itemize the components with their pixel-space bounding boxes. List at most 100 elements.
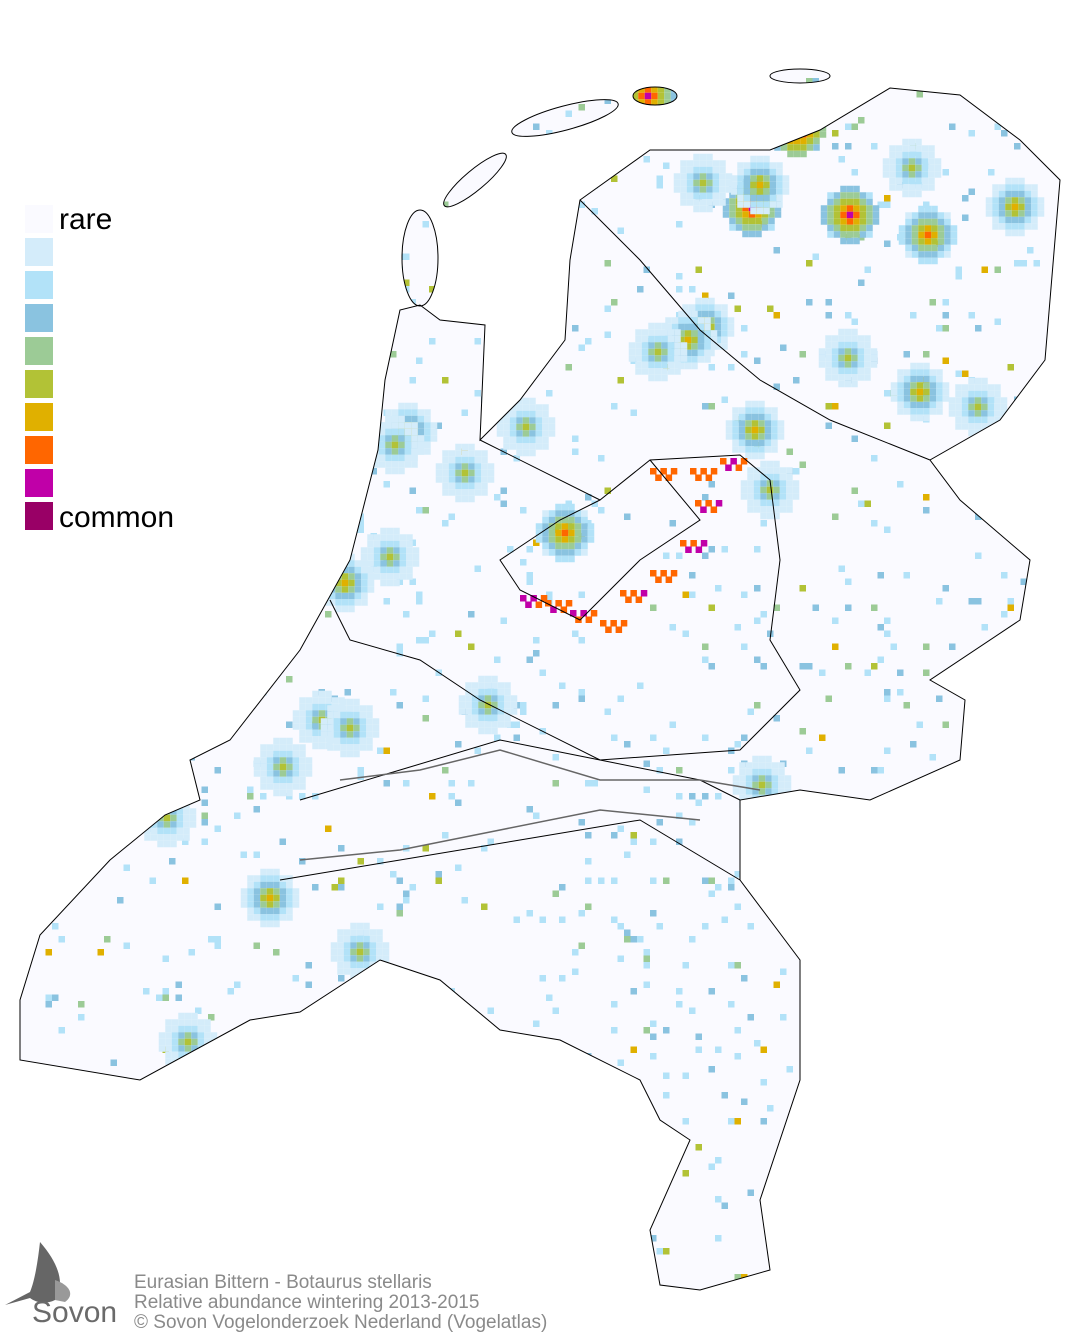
abundance-cell	[548, 430, 556, 437]
abundance-cell	[774, 211, 782, 218]
abundance-cell	[169, 858, 176, 865]
abundance-cell	[625, 73, 632, 80]
abundance-cell	[424, 441, 431, 449]
abundance-cell	[897, 375, 904, 383]
abundance-cell	[240, 643, 247, 650]
abundance-cell	[806, 0, 813, 7]
abundance-cell	[650, 468, 657, 475]
abundance-cell	[680, 342, 688, 349]
abundance-cell	[635, 368, 642, 375]
abundance-cell	[292, 598, 299, 605]
abundance-cell	[468, 443, 475, 451]
abundance-cell	[292, 559, 299, 566]
abundance-cell	[322, 573, 329, 580]
abundance-cell	[202, 33, 209, 40]
abundance-cell	[889, 171, 896, 178]
abundance-cell	[385, 454, 392, 462]
abundance-cell	[71, 1202, 78, 1209]
abundance-cell	[214, 936, 221, 943]
abundance-cell	[234, 526, 241, 533]
abundance-cell	[936, 395, 943, 402]
abundance-cell	[936, 695, 943, 702]
abundance-cell	[178, 1012, 185, 1020]
abundance-cell	[448, 1215, 455, 1222]
abundance-cell	[786, 493, 793, 500]
abundance-cell	[625, 596, 632, 603]
abundance-cell	[357, 227, 364, 234]
abundance-cell	[1020, 260, 1027, 267]
abundance-cell	[739, 794, 746, 802]
abundance-cell	[165, 1032, 172, 1039]
abundance-cell	[994, 403, 1001, 411]
abundance-cell	[910, 369, 917, 376]
abundance-cell	[760, 663, 767, 670]
abundance-cell	[1018, 216, 1025, 224]
abundance-cell	[968, 416, 975, 424]
abundance-cell	[889, 145, 896, 152]
abundance-cell	[455, 741, 462, 748]
abundance-cell	[357, 409, 364, 416]
abundance-cell	[366, 705, 373, 712]
map-caption: Eurasian Bittern - Botaurus stellaris Re…	[134, 1273, 547, 1333]
abundance-cell	[748, 230, 756, 238]
abundance-cell	[390, 1183, 397, 1190]
abundance-cell	[286, 13, 293, 20]
abundance-cell	[188, 1085, 195, 1092]
abundance-cell	[890, 643, 897, 650]
abundance-cell	[799, 351, 806, 358]
abundance-cell	[771, 788, 779, 795]
abundance-cell	[936, 375, 943, 383]
abundance-cell	[328, 560, 336, 567]
abundance-cell	[143, 988, 150, 995]
abundance-cell	[1037, 197, 1045, 204]
abundance-cell	[366, 711, 373, 719]
abundance-cell	[651, 86, 658, 93]
abundance-cell	[396, 877, 403, 884]
abundance-cell	[1007, 598, 1014, 605]
abundance-cell	[45, 1196, 52, 1203]
abundance-cell	[987, 416, 995, 424]
abundance-cell	[266, 881, 274, 889]
abundance-cell	[689, 591, 696, 598]
abundance-cell	[643, 78, 650, 85]
abundance-cell	[327, 737, 334, 745]
abundance-cell	[565, 110, 572, 117]
abundance-cell	[695, 1046, 702, 1053]
abundance-cell	[786, 467, 793, 474]
abundance-cell	[648, 355, 655, 362]
abundance-cell	[293, 7, 300, 14]
abundance-cell	[150, 7, 157, 14]
abundance-cell	[144, 821, 151, 828]
abundance-cell	[1005, 216, 1012, 224]
abundance-cell	[7, 26, 14, 33]
abundance-cell	[771, 768, 779, 776]
abundance-cell	[752, 788, 759, 795]
abundance-cell	[743, 188, 751, 195]
abundance-cell	[923, 401, 930, 409]
abundance-cell	[676, 988, 683, 995]
abundance-cell	[0, 709, 7, 716]
abundance-cell	[884, 617, 891, 624]
abundance-cell	[712, 166, 720, 174]
abundance-cell	[156, 195, 163, 202]
abundance-cell	[422, 97, 429, 104]
abundance-cell	[680, 355, 688, 362]
abundance-cell	[409, 1105, 416, 1112]
abundance-cell	[430, 422, 438, 429]
abundance-cell	[641, 348, 649, 356]
abundance-cell	[845, 578, 852, 585]
abundance-cell	[1014, 110, 1021, 117]
abundance-cell	[697, 343, 705, 350]
abundance-cell	[522, 397, 530, 405]
abundance-cell	[897, 369, 904, 376]
abundance-cell	[520, 559, 527, 566]
abundance-cell	[162, 299, 169, 306]
abundance-cell	[416, 637, 423, 644]
abundance-cell	[548, 423, 556, 431]
abundance-cell	[361, 560, 368, 567]
abundance-cell	[998, 184, 1006, 191]
abundance-cell	[315, 586, 323, 593]
abundance-cell	[758, 781, 766, 789]
abundance-cell	[386, 540, 394, 548]
abundance-cell	[410, 26, 417, 33]
